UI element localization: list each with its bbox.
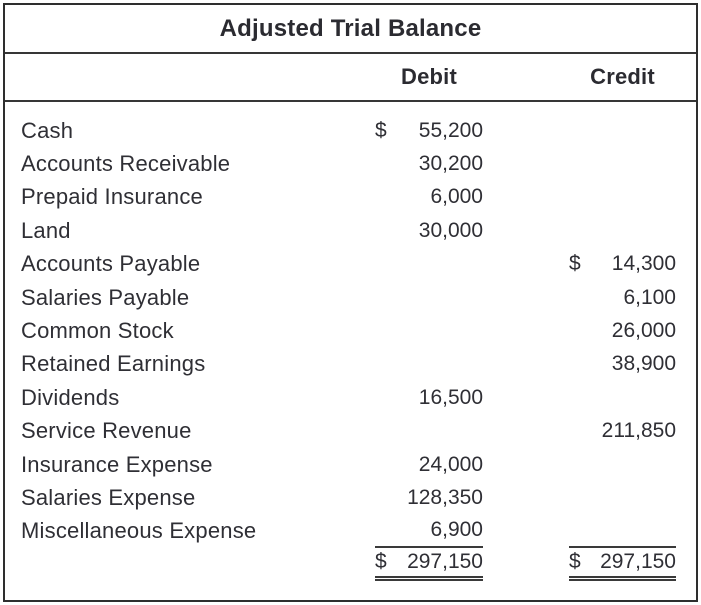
column-gap [483,281,569,314]
row-accounts-payable: Accounts Payable $14,300 [5,248,696,281]
credit-cell: 38,900 [569,348,676,381]
debit-cell: $55,200 [375,114,483,147]
debit-amount: 30,000 [418,218,483,242]
column-gap [483,114,569,147]
adjusted-trial-balance-table: Adjusted Trial Balance Debit Credit Cash… [3,3,698,602]
account-label: Retained Earnings [21,351,206,377]
credit-cell [569,448,676,481]
debit-amount: 16,500 [418,385,483,409]
debit-cell: 30,200 [375,147,483,180]
debit-cell [375,314,483,347]
debit-amount: 55,200 [418,118,483,142]
column-gap [483,147,569,180]
credit-amount: 14,300 [611,252,676,276]
column-gap [483,381,569,414]
debit-amount: 30,200 [418,152,483,176]
column-gap [483,54,569,100]
debit-cell: 24,000 [375,448,483,481]
debit-cell: 30,000 [375,214,483,247]
debit-cell: 6,900 [375,515,483,549]
account-label: Land [21,217,71,243]
credit-column-header: Credit [590,64,655,89]
column-gap [483,348,569,381]
debit-amount: 6,000 [430,185,483,209]
credit-cell [569,515,676,549]
row-cash: Cash $55,200 [5,114,696,147]
debit-cell [375,281,483,314]
debit-amount: 128,350 [407,485,483,509]
credit-amount: 211,850 [601,419,676,443]
debit-column-header: Debit [401,64,457,89]
credit-amount: 26,000 [611,319,676,343]
account-label: Service Revenue [21,418,192,444]
account-label: Accounts Receivable [21,151,231,177]
credit-cell: 26,000 [569,314,676,347]
column-gap [483,548,569,581]
row-accounts-receivable: Accounts Receivable 30,200 [5,147,696,180]
dollar-sign: $ [375,118,387,142]
credit-cell: 6,100 [569,281,676,314]
account-label: Salaries Payable [21,284,190,310]
row-service-revenue: Service Revenue 211,850 [5,415,696,448]
account-label: Miscellaneous Expense [21,518,257,544]
credit-cell [569,214,676,247]
debit-cell [375,348,483,381]
row-retained-earnings: Retained Earnings 38,900 [5,348,696,381]
debit-total-amount: 297,150 [407,550,483,574]
dollar-sign: $ [569,550,581,574]
row-dividends: Dividends 16,500 [5,381,696,414]
column-gap [483,448,569,481]
row-insurance-expense: Insurance Expense 24,000 [5,448,696,481]
dollar-sign: $ [375,550,387,574]
debit-cell [375,248,483,281]
column-header-row: Debit Credit [5,54,696,102]
row-common-stock: Common Stock 26,000 [5,314,696,347]
table-body: Cash $55,200 Accounts Receivable 30,200 … [5,102,696,582]
debit-amount: 24,000 [418,452,483,476]
credit-cell [569,147,676,180]
debit-cell [375,415,483,448]
row-totals: $297,150 $297,150 [5,548,696,582]
credit-total-cell: $297,150 [569,548,676,582]
credit-cell [569,381,676,414]
account-label: Salaries Expense [21,484,196,510]
debit-total-cell: $297,150 [375,548,483,582]
credit-total-amount: 297,150 [600,550,676,574]
dollar-sign: $ [569,252,581,276]
debit-cell: 16,500 [375,381,483,414]
credit-amount: 6,100 [623,285,676,309]
credit-cell: 211,850 [569,415,676,448]
column-gap [483,515,569,548]
debit-cell: 6,000 [375,181,483,214]
row-miscellaneous-expense: Miscellaneous Expense 6,900 [5,515,696,549]
credit-cell [569,481,676,514]
account-label: Accounts Payable [21,251,201,277]
row-salaries-payable: Salaries Payable 6,100 [5,281,696,314]
column-gap [483,214,569,247]
debit-amount: 6,900 [430,518,483,542]
account-label: Prepaid Insurance [21,184,203,210]
column-gap [483,415,569,448]
debit-cell: 128,350 [375,481,483,514]
credit-cell: $14,300 [569,248,676,281]
column-gap [483,248,569,281]
column-gap [483,314,569,347]
account-label: Cash [21,117,74,143]
row-land: Land 30,000 [5,214,696,247]
row-prepaid-insurance: Prepaid Insurance 6,000 [5,181,696,214]
column-gap [483,481,569,514]
account-label: Insurance Expense [21,451,213,477]
account-label: Dividends [21,384,120,410]
credit-cell [569,114,676,147]
table-title-row: Adjusted Trial Balance [5,5,696,54]
account-label: Common Stock [21,318,174,344]
credit-cell [569,181,676,214]
credit-amount: 38,900 [611,352,676,376]
row-salaries-expense: Salaries Expense 128,350 [5,481,696,514]
column-gap [483,181,569,214]
page-title: Adjusted Trial Balance [219,14,482,42]
